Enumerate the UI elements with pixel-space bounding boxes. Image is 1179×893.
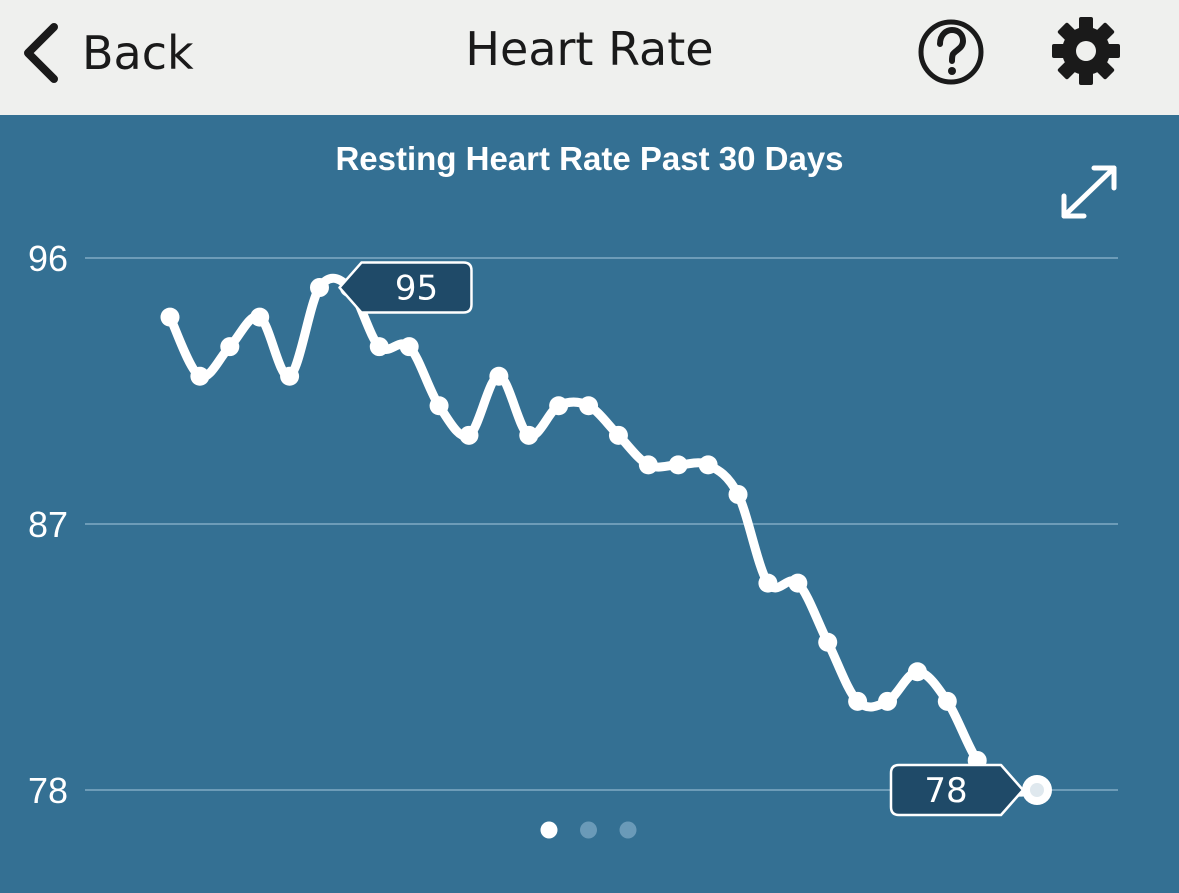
data-point [220, 337, 240, 357]
data-point [638, 455, 658, 475]
data-point [788, 573, 808, 593]
y-tick-label: 78 [28, 770, 68, 811]
page-title: Heart Rate [465, 22, 714, 76]
data-point [489, 366, 509, 386]
data-point [878, 691, 898, 711]
data-point [608, 425, 628, 445]
pager-dot[interactable] [580, 821, 597, 839]
data-point [668, 455, 688, 475]
data-point [429, 396, 449, 416]
gear-icon[interactable] [1050, 15, 1122, 87]
value-badge-label: 95 [395, 269, 438, 309]
pager-dot[interactable] [540, 821, 558, 839]
value-badge [338, 261, 473, 314]
data-point [728, 484, 748, 504]
data-point [698, 455, 718, 475]
value-badge-label: 78 [924, 771, 967, 811]
data-point [519, 425, 539, 445]
pager-dot[interactable] [619, 821, 637, 839]
data-point [160, 307, 180, 327]
value-badge [889, 763, 1025, 817]
data-point [907, 662, 927, 682]
data-point [280, 366, 300, 386]
expand-icon[interactable] [1056, 160, 1122, 224]
back-label: Back [82, 26, 194, 80]
chevron-left-icon [24, 23, 58, 83]
back-button[interactable]: Back [20, 18, 194, 88]
data-point [309, 278, 329, 298]
data-point [399, 337, 419, 357]
data-point-current-center [1030, 783, 1044, 797]
data-point [937, 691, 957, 711]
data-point [190, 366, 210, 386]
y-tick-label: 87 [28, 504, 68, 545]
help-icon[interactable] [916, 17, 986, 87]
data-point [848, 691, 868, 711]
chart-title: Resting Heart Rate Past 30 Days [335, 140, 844, 177]
y-tick-label: 96 [28, 238, 68, 279]
data-point [579, 396, 599, 416]
data-point [549, 396, 569, 416]
top-bar: Back Heart Rate [0, 0, 1179, 115]
data-point [459, 425, 479, 445]
data-point [369, 337, 389, 357]
series-line [165, 273, 1042, 797]
data-point [250, 307, 270, 327]
data-point [758, 573, 778, 593]
data-point [818, 632, 838, 652]
